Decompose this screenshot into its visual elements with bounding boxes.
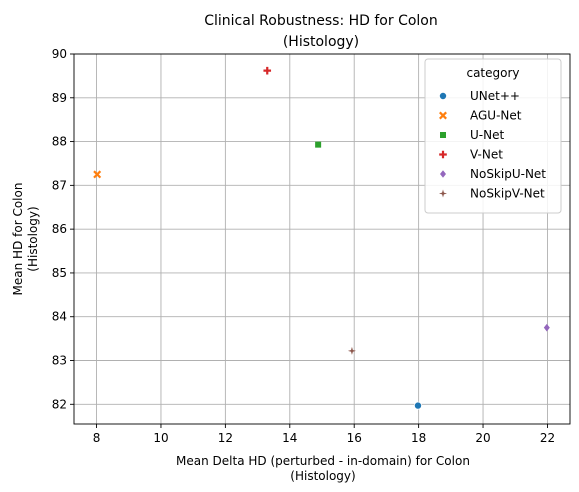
y-axis-label: Mean HD for Colon (Histology): [11, 183, 40, 296]
data-points: [93, 66, 550, 410]
y-tick-label: 86: [52, 222, 67, 236]
y-tick-label: 84: [52, 310, 67, 324]
x-tick-label: 22: [540, 431, 555, 445]
y-tick-label: 87: [52, 178, 67, 192]
data-point-noskipv-net: [347, 346, 356, 355]
legend-marker: [440, 132, 446, 138]
x-tick-label: 16: [347, 431, 362, 445]
data-point-noskipu-net: [543, 323, 550, 332]
legend-entry-label: NoSkipU-Net: [470, 167, 546, 181]
y-axis-label-line-2: (Histology): [26, 206, 40, 271]
legend-entry-label: AGU-Net: [470, 109, 522, 123]
chart-title-line-1: Clinical Robustness: HD for Colon: [204, 13, 438, 29]
legend-entry-label: V-Net: [470, 148, 503, 162]
data-point-agu-net: [93, 170, 102, 179]
x-axis-label-line-2: (Histology): [290, 469, 355, 483]
data-point-unet-: [413, 401, 422, 410]
x-tick-label: 18: [411, 431, 426, 445]
y-tick-label: 89: [52, 91, 67, 105]
y-tick-label: 82: [52, 397, 67, 411]
chart-title: Clinical Robustness: HD for Colon (Histo…: [204, 13, 438, 50]
legend-marker: [439, 150, 447, 159]
legend-entry-label: UNet++: [470, 89, 520, 103]
x-tick-label: 8: [93, 431, 101, 445]
legend-marker: [439, 111, 447, 120]
y-tick-label: 88: [52, 135, 67, 149]
data-point-v-net: [263, 66, 272, 75]
legend-marker: [440, 170, 446, 178]
x-tick-label: 14: [282, 431, 297, 445]
plot-frame: [73, 53, 571, 425]
x-axis-label: Mean Delta HD (perturbed - in-domain) fo…: [176, 454, 470, 483]
legend-marker: [438, 92, 447, 101]
y-axis-label-line-1: Mean HD for Colon: [11, 183, 25, 296]
legend-entry-label: U-Net: [470, 128, 504, 142]
y-tick-label: 85: [52, 266, 67, 280]
legend-box: [424, 58, 562, 214]
legend-entry-label: NoSkipV-Net: [470, 187, 545, 201]
chart-title-line-2: (Histology): [283, 34, 359, 50]
legend: category UNet++ AGU-Net U-Net V-Net NoSkipU-…: [424, 58, 562, 214]
x-tick-label: 20: [475, 431, 490, 445]
x-tick-label: 10: [153, 431, 168, 445]
x-tick-label: 12: [218, 431, 233, 445]
y-tick-label: 90: [52, 47, 67, 61]
x-axis-label-line-1: Mean Delta HD (perturbed - in-domain) fo…: [176, 454, 470, 468]
legend-title: category: [466, 66, 519, 80]
data-point-u-net: [315, 141, 322, 148]
axis-ticks: 8 10 12 14 16 18 20 22 82 83 84 85 86 87 88 89 90: [52, 47, 555, 445]
y-tick-label: 83: [52, 354, 67, 368]
legend-marker: [439, 189, 447, 198]
